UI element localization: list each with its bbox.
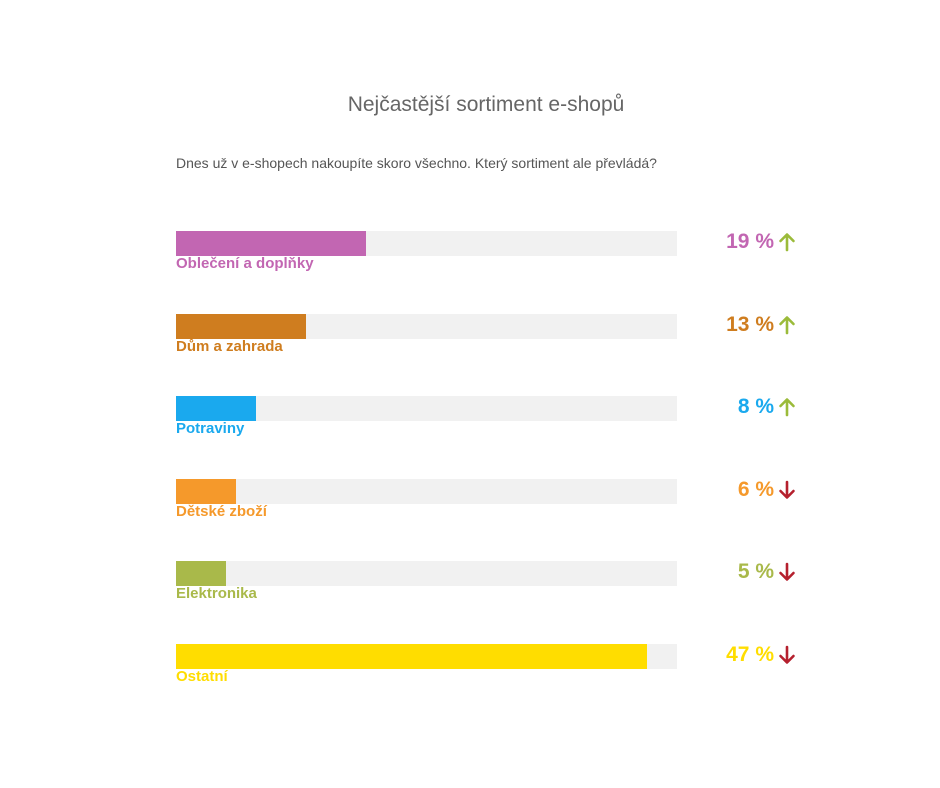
chart-subtitle: Dnes už v e-shopech nakoupíte skoro všec…	[176, 155, 657, 171]
bar-label: Dětské zboží	[176, 503, 267, 520]
bar-label: Ostatní	[176, 668, 228, 685]
bar	[176, 644, 647, 669]
bar-row: Ostatní 47 %	[176, 643, 816, 694]
bar-row: Potraviny 8 %	[176, 395, 816, 446]
bar	[176, 479, 236, 504]
bar-track	[176, 231, 677, 256]
bar	[176, 231, 366, 256]
bar	[176, 396, 256, 421]
bar-track	[176, 561, 677, 586]
bar-row: Dům a zahrada 13 %	[176, 313, 816, 364]
bar-track	[176, 396, 677, 421]
chart-title: Nejčastější sortiment e-shopů	[347, 93, 625, 116]
arrow-down-icon	[779, 645, 795, 664]
bar-label: Dům a zahrada	[176, 338, 283, 355]
arrow-down-icon	[779, 480, 795, 499]
arrow-up-icon	[779, 233, 795, 252]
bar-label: Oblečení a doplňky	[176, 255, 314, 272]
bar-label: Potraviny	[176, 420, 245, 437]
bar	[176, 314, 306, 339]
bar-row: Elektronika 5 %	[176, 560, 816, 611]
bar-value-label: 8 %	[737, 395, 774, 418]
bar-row: Dětské zboží 6 %	[176, 478, 816, 529]
bar-track	[176, 479, 677, 504]
bar-track	[176, 314, 677, 339]
bar-value-label: 47 %	[726, 643, 774, 666]
arrow-up-icon	[779, 398, 795, 417]
bar-value-label: 5 %	[737, 560, 774, 583]
bar-value-label: 19 %	[726, 230, 774, 253]
bar-value-label: 13 %	[726, 313, 774, 336]
bar-track	[176, 644, 677, 669]
bar-label: Elektronika	[176, 585, 257, 602]
bar-value-label: 6 %	[737, 478, 774, 501]
arrow-down-icon	[779, 562, 795, 581]
bar	[176, 561, 226, 586]
bar-row: Oblečení a doplňky 19 %	[176, 230, 816, 281]
arrow-up-icon	[779, 316, 795, 335]
